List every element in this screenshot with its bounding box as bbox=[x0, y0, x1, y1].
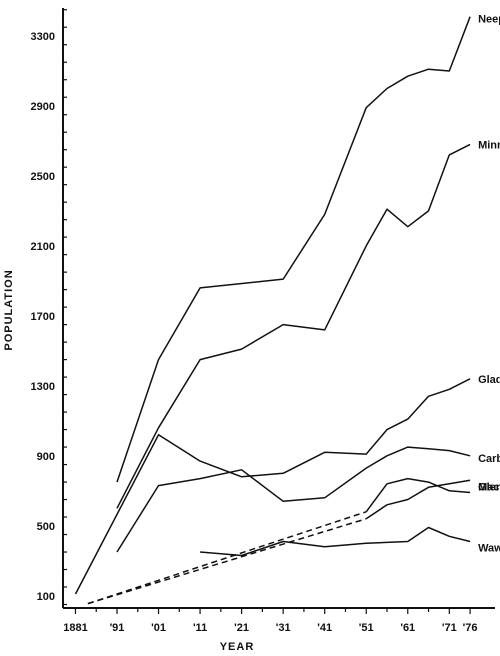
mac-gregor-line bbox=[365, 477, 471, 513]
x-tick-label: '41 bbox=[317, 622, 332, 634]
gladstone-line bbox=[74, 378, 471, 595]
carberry-line bbox=[116, 446, 471, 553]
x-tick-label: '51 bbox=[359, 622, 374, 634]
wawanesa-label: Wawanesa bbox=[478, 543, 500, 555]
y-tick-label: 900 bbox=[37, 451, 55, 463]
x-tick-label: '71 bbox=[442, 622, 457, 634]
minnedosa-line bbox=[116, 143, 471, 509]
x-tick-label: '11 bbox=[193, 622, 207, 634]
carberry-label: Carberry bbox=[478, 453, 500, 465]
x-tick-label: '91 bbox=[110, 622, 125, 634]
y-tick-label: 2100 bbox=[31, 241, 55, 253]
neepawa-line bbox=[116, 16, 471, 483]
x-tick-label: '01 bbox=[151, 622, 166, 634]
minnedosa-label: Minnedosa bbox=[478, 139, 500, 151]
x-tick-label: '21 bbox=[234, 622, 249, 634]
glenboro-label: Glenboro bbox=[478, 481, 500, 493]
gladstone-label: Gladstone bbox=[478, 374, 500, 386]
series-lines bbox=[74, 16, 471, 605]
neepawa-label: Neepawa bbox=[478, 14, 500, 26]
y-tick-label: 500 bbox=[37, 521, 55, 533]
y-tick-label: 3300 bbox=[31, 31, 55, 43]
y-tick-label: 1300 bbox=[31, 381, 55, 393]
y-tick-label: 2500 bbox=[31, 171, 55, 183]
y-tick-label: 2900 bbox=[31, 101, 55, 113]
x-tick-label: '76 bbox=[463, 622, 478, 634]
wawanesa-line bbox=[200, 526, 471, 557]
dashed-8-line bbox=[87, 518, 367, 605]
x-tick-label: '61 bbox=[400, 622, 415, 634]
dashed-7-line bbox=[87, 511, 367, 605]
x-tick-label: '31 bbox=[276, 622, 291, 634]
glenboro-line bbox=[365, 479, 471, 520]
mac-gregor-label: Mac Gregor bbox=[478, 482, 500, 494]
y-axis-title: POPULATION bbox=[3, 269, 15, 350]
y-tick-label: 1700 bbox=[31, 311, 55, 323]
y-tick-label: 100 bbox=[37, 591, 55, 603]
series-labels: Neepawa Minnedosa Carberry Gladstone Mac Gre… bbox=[478, 14, 500, 555]
x-tick-label: 1881 bbox=[63, 622, 87, 634]
x-axis-title: YEAR bbox=[220, 641, 255, 653]
axes: 100 500 900 1300 1700 2100 2500 2900 3300 1881 '91… bbox=[31, 8, 495, 634]
